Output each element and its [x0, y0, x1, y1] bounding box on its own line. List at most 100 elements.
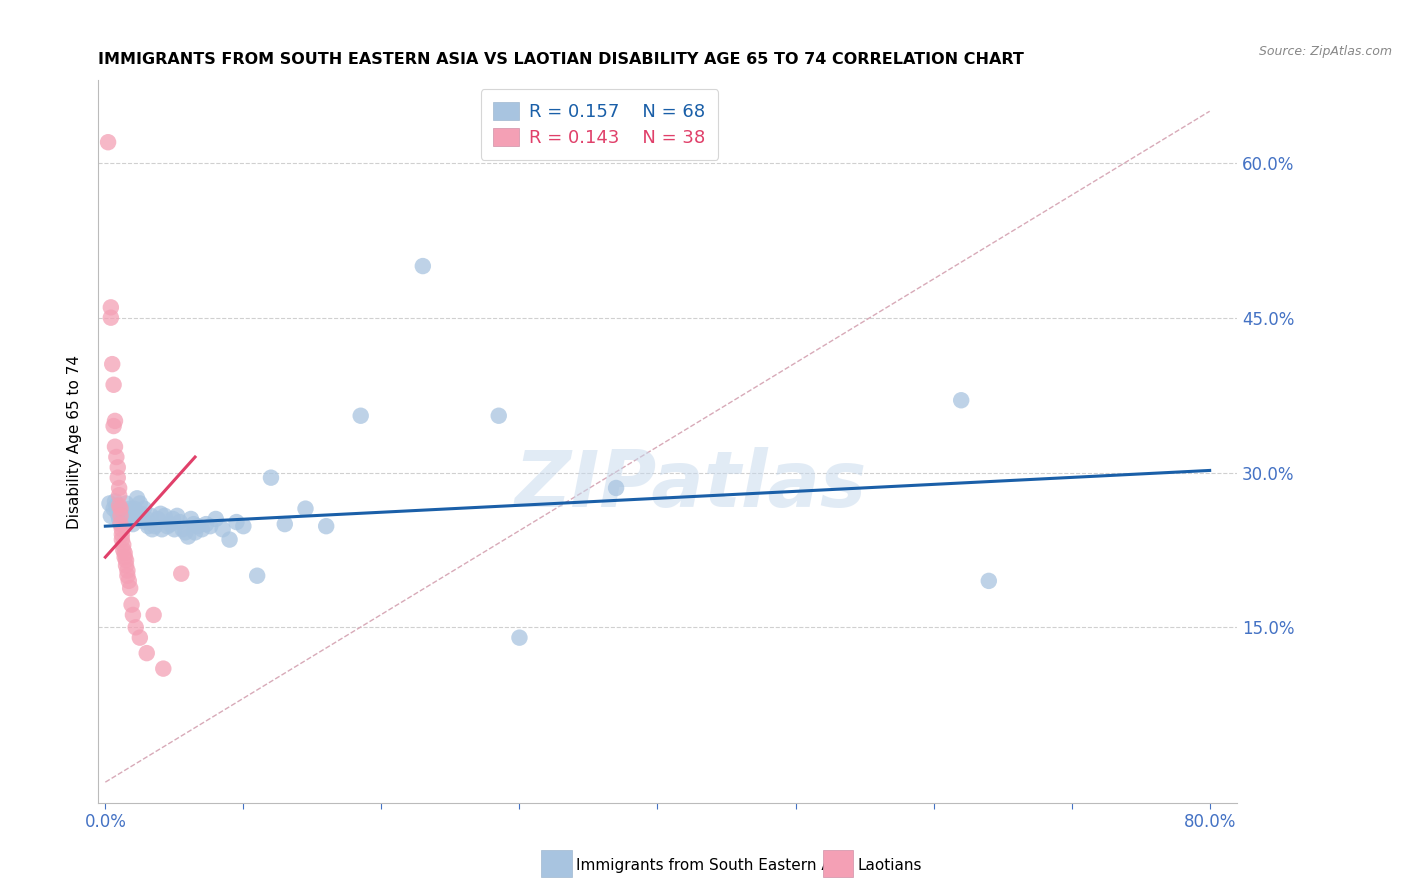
- Point: [125, 620, 148, 634]
- Point: [350, 409, 373, 423]
- Point: [120, 581, 142, 595]
- Point: [143, 519, 166, 533]
- Point: [108, 488, 131, 502]
- Point: [125, 491, 148, 506]
- Point: [108, 512, 131, 526]
- Point: [139, 508, 162, 523]
- Point: [412, 259, 434, 273]
- Text: Immigrants from South Eastern Asia: Immigrants from South Eastern Asia: [576, 858, 853, 872]
- Point: [315, 519, 337, 533]
- Point: [115, 558, 138, 573]
- Point: [112, 542, 135, 557]
- Point: [111, 533, 134, 547]
- Text: Source: ZipAtlas.com: Source: ZipAtlas.com: [1258, 45, 1392, 58]
- Point: [152, 662, 174, 676]
- Point: [146, 512, 169, 526]
- Point: [180, 512, 202, 526]
- Point: [131, 512, 153, 526]
- Point: [170, 566, 193, 581]
- Point: [488, 409, 510, 423]
- Point: [121, 512, 143, 526]
- Point: [108, 499, 131, 513]
- Point: [105, 499, 128, 513]
- Point: [246, 568, 269, 582]
- Point: [103, 501, 125, 516]
- Point: [100, 508, 122, 523]
- Point: [100, 310, 122, 325]
- Point: [187, 519, 209, 533]
- Point: [508, 631, 530, 645]
- Point: [117, 564, 139, 578]
- Point: [174, 525, 197, 540]
- Point: [110, 508, 132, 523]
- Point: [225, 515, 247, 529]
- Point: [141, 522, 163, 536]
- Point: [150, 522, 173, 536]
- Point: [200, 519, 222, 533]
- Point: [97, 135, 120, 149]
- Point: [115, 553, 138, 567]
- Point: [108, 481, 131, 495]
- Point: [124, 501, 146, 516]
- Text: IMMIGRANTS FROM SOUTH EASTERN ASIA VS LAOTIAN DISABILITY AGE 65 TO 74 CORRELATIO: IMMIGRANTS FROM SOUTH EASTERN ASIA VS LA…: [98, 52, 1025, 67]
- Point: [125, 508, 148, 523]
- Point: [107, 460, 129, 475]
- Point: [101, 357, 124, 371]
- Point: [153, 508, 176, 523]
- Point: [98, 496, 121, 510]
- Point: [127, 512, 149, 526]
- Point: [129, 507, 152, 521]
- Point: [128, 631, 150, 645]
- Y-axis label: Disability Age 65 to 74: Disability Age 65 to 74: [67, 354, 83, 529]
- Point: [169, 515, 191, 529]
- Point: [166, 508, 188, 523]
- Point: [211, 522, 233, 536]
- Point: [294, 501, 316, 516]
- Point: [112, 538, 135, 552]
- Point: [117, 568, 139, 582]
- Point: [195, 517, 218, 532]
- Point: [118, 507, 141, 521]
- Point: [172, 522, 194, 536]
- Point: [104, 494, 127, 508]
- Point: [159, 517, 181, 532]
- Point: [162, 512, 184, 526]
- Point: [149, 507, 172, 521]
- Point: [111, 522, 134, 536]
- Point: [100, 301, 122, 315]
- Point: [128, 496, 150, 510]
- Point: [183, 517, 205, 532]
- Point: [163, 522, 186, 536]
- Point: [122, 607, 145, 622]
- Point: [122, 517, 145, 532]
- Point: [115, 496, 138, 510]
- Point: [112, 505, 135, 519]
- Point: [110, 501, 132, 516]
- Point: [232, 519, 254, 533]
- Point: [110, 517, 132, 532]
- Point: [104, 414, 127, 428]
- Point: [274, 517, 297, 532]
- Point: [117, 512, 139, 526]
- Point: [111, 508, 134, 523]
- Point: [135, 512, 157, 526]
- Point: [134, 515, 156, 529]
- Point: [107, 471, 129, 485]
- Text: Laotians: Laotians: [858, 858, 922, 872]
- Point: [107, 507, 129, 521]
- Point: [177, 529, 200, 543]
- Point: [218, 533, 240, 547]
- Point: [605, 481, 627, 495]
- Text: ZIPatlas: ZIPatlas: [515, 447, 866, 523]
- Point: [156, 519, 179, 533]
- Point: [104, 440, 127, 454]
- Point: [111, 527, 134, 541]
- Point: [184, 525, 207, 540]
- Point: [114, 546, 136, 560]
- Point: [142, 607, 165, 622]
- Point: [191, 522, 214, 536]
- Point: [103, 377, 125, 392]
- Point: [950, 393, 973, 408]
- Point: [114, 550, 136, 565]
- Point: [103, 419, 125, 434]
